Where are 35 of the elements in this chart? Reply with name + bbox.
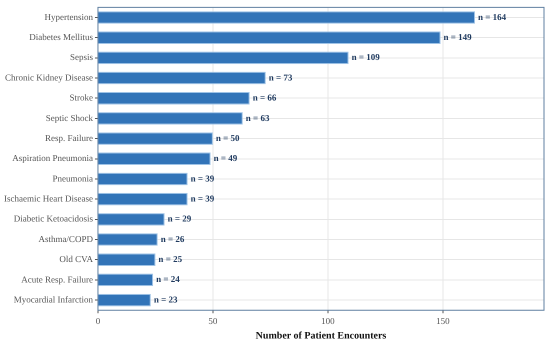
data-label: n = 73	[268, 72, 293, 82]
data-label: n = 164	[478, 12, 507, 22]
y-tick-label: Aspiration Pneumonia	[12, 153, 93, 164]
y-tick-label: Stroke	[69, 92, 93, 103]
x-tick-label: 100	[321, 316, 336, 326]
y-tick-label: Resp. Failure	[44, 132, 93, 143]
data-label: n = 39	[190, 173, 215, 184]
data-label: n = 39	[190, 194, 215, 204]
data-label: n = 24	[156, 274, 180, 284]
y-tick-label: Diabetic Ketoacidosis	[14, 214, 94, 224]
x-axis-title: Number of Patient Encounters	[256, 330, 386, 342]
x-tick-label: 150	[436, 316, 450, 326]
y-tick-label: Ischaemic Heart Disease	[4, 194, 93, 204]
data-label: n = 29	[168, 214, 192, 224]
data-label: n = 109	[352, 52, 380, 62]
y-tick-label: Old CVA	[59, 254, 94, 264]
y-tick-label: Hypertension	[44, 12, 94, 22]
x-tick-label: 50	[208, 316, 218, 326]
y-tick-label: Myocardial Infarction	[14, 294, 94, 304]
y-tick-label: Sepsis	[70, 52, 94, 62]
y-tick-label: Septic Shock	[46, 112, 94, 123]
data-label: n = 63	[246, 112, 270, 123]
data-label: n = 49	[214, 153, 238, 164]
y-tick-label: Chronic Kidney Disease	[4, 72, 93, 82]
data-label: n = 25	[158, 254, 183, 264]
data-label: n = 50	[216, 132, 240, 143]
data-label: n = 66	[252, 92, 277, 103]
x-tick-label: 0	[96, 316, 101, 326]
y-tick-label: Pneumonia	[52, 173, 93, 184]
data-label: n = 23	[154, 294, 178, 304]
y-tick-label: Acute Resp. Failure	[21, 274, 93, 284]
y-tick-label: Asthma/COPD	[38, 234, 94, 244]
data-label: n = 149	[444, 32, 472, 42]
y-tick-label: Diabetes Mellitus	[29, 32, 94, 42]
data-label: n = 26	[160, 234, 185, 244]
